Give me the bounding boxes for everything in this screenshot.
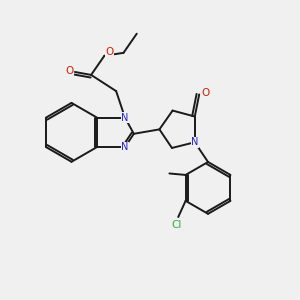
Text: N: N [191, 137, 199, 147]
Text: N: N [121, 142, 129, 152]
Text: N: N [121, 112, 129, 123]
Text: Cl: Cl [172, 220, 182, 230]
Text: O: O [65, 66, 74, 76]
Text: O: O [106, 47, 114, 57]
Text: O: O [202, 88, 210, 98]
